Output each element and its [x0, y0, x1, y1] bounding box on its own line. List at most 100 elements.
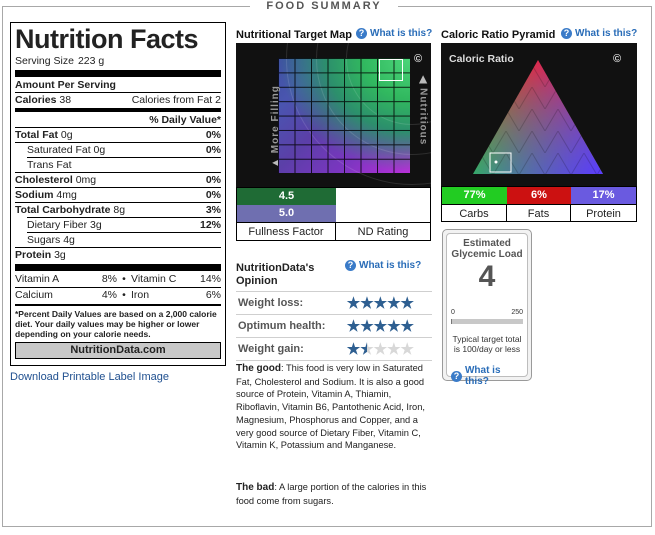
more-filling-label: ▲ More Filling — [270, 85, 281, 168]
nutritious-label: ◀ Nutritious — [417, 76, 428, 146]
nutrient-value: 0g — [60, 129, 73, 141]
nutrient-value: 3g — [90, 219, 102, 231]
divider-thick — [15, 264, 221, 271]
arrow-left-icon: ◀ — [417, 75, 429, 85]
copyright-icon: © — [414, 53, 423, 65]
glycemic-load-panel: Estimated Glycemic Load 4 0 250 Typical … — [442, 229, 532, 387]
scale-min: 0 — [451, 309, 455, 316]
calories-label: Calories — [15, 94, 57, 106]
nutrient-row-total-fat: Total Fat 0g 0% — [15, 128, 221, 142]
vitamin-label: Iron — [131, 289, 150, 301]
copyright-icon: © — [613, 53, 622, 65]
star-icon: ★ — [346, 317, 361, 335]
serving-size-label: Serving Size — [15, 55, 74, 67]
vitamin-dv: 4% — [101, 289, 117, 301]
divider-thick — [15, 70, 221, 77]
fullness-nd-table: 4.5 5.0 Fullness Factor ND Rating — [236, 187, 431, 241]
nutrient-value: 4mg — [56, 189, 77, 201]
nutrient-row-total-carbohydrate: Total Carbohydrate 8g 3% — [15, 203, 221, 217]
bad-text: The bad: A large portion of the calories… — [236, 481, 432, 507]
carbs-ratio-value: 77% — [442, 187, 507, 204]
amount-per-label: Amount Per Serving — [15, 79, 116, 91]
serving-size-value: 223 g — [77, 55, 105, 67]
star-rating: ★ ★ ★ ★ ★ — [347, 342, 414, 357]
brand-badge[interactable]: NutritionData.com — [15, 342, 221, 359]
nutritious-text: Nutritious — [417, 88, 429, 146]
amount-per-serving: Amount Per Serving — [15, 78, 221, 92]
nutrient-row-dietary-fiber: Dietary Fiber 3g 12% — [15, 218, 221, 232]
glycemic-help-link[interactable]: ? What is this? — [451, 365, 527, 387]
glycemic-load-card: Estimated Glycemic Load 4 0 250 Typical … — [446, 233, 528, 387]
nutrient-label: Total Fat — [15, 129, 58, 141]
star-icon: ★ — [360, 340, 374, 358]
section-title: FOOD SUMMARY — [266, 0, 382, 12]
help-icon: ? — [561, 28, 572, 39]
nutrient-label: Total Carbohydrate — [15, 204, 111, 216]
vitamin-row: Calcium 4% • Iron 6% — [15, 288, 221, 303]
label-title: Nutrition Facts — [15, 24, 199, 54]
dv-header-text: % Daily Value* — [149, 114, 221, 126]
nutrient-value: 3g — [54, 249, 66, 261]
help-icon: ? — [451, 370, 462, 382]
serving-size-row: Serving Size 223 g — [15, 54, 221, 68]
nutrient-row-trans-fat: Trans Fat — [15, 158, 221, 172]
star-icon: ★ — [400, 340, 414, 358]
pyramid-title: Caloric Ratio Pyramid — [441, 29, 556, 41]
opinion-row-optimum-health: Optimum health: ★ ★ ★ ★ ★ — [236, 314, 432, 337]
opinion-row-weight-gain: Weight gain: ★ ★ ★ ★ ★ — [236, 337, 432, 361]
nutrient-label: Sugars — [27, 234, 61, 246]
star-icon: ★ — [346, 294, 361, 312]
nd-rating-value: 5.0 — [237, 205, 336, 222]
target-map-help-link[interactable]: ? What is this? — [356, 28, 432, 39]
nutrient-row-sodium: Sodium 4mg 0% — [15, 188, 221, 202]
nutrient-dv: 0% — [205, 189, 221, 201]
nutritional-target-map: ▲ More Filling ◀ Nutritious © — [236, 43, 431, 187]
opinion-label: Weight loss: — [238, 297, 304, 309]
glycemic-load-value: 4 — [478, 260, 496, 293]
star-icon: ★ — [373, 317, 388, 335]
calories-fat-label: Calories from Fat — [131, 94, 213, 106]
nutrient-row-sugars: Sugars 4g — [15, 233, 221, 247]
vitamin-label: Calcium — [15, 289, 53, 301]
nutrient-dv: 0% — [205, 144, 221, 156]
calories-row: Calories 38 Calories from Fat 2 — [15, 93, 221, 107]
pyramid-help-link[interactable]: ? What is this? — [561, 28, 637, 39]
nutrient-value: 4g — [63, 234, 75, 246]
download-label-link[interactable]: Download Printable Label Image — [10, 371, 169, 383]
help-text: What is this? — [359, 260, 422, 271]
summary-frame — [2, 6, 652, 527]
good-label: The good — [236, 363, 281, 374]
star-icon: ★ — [387, 317, 401, 335]
more-filling-text: More Filling — [269, 85, 281, 154]
star-icon: ★ — [373, 294, 388, 312]
vitamin-row: Vitamin A 8% • Vitamin C 14% — [15, 272, 221, 287]
divider-thin — [15, 304, 221, 306]
good-body: : This food is very low in Saturated Fat… — [236, 363, 425, 451]
daily-value-header: % Daily Value* — [15, 113, 221, 127]
star-icon: ★ — [387, 294, 401, 312]
bad-body: : A large portion of the calories in thi… — [236, 482, 427, 506]
vitamin-dv: 6% — [205, 289, 221, 301]
bullet: • — [122, 289, 126, 301]
star-rating: ★ ★ ★ ★ ★ — [347, 319, 414, 334]
arrow-up-icon: ▲ — [269, 156, 281, 168]
bullet: • — [122, 273, 126, 285]
scale-max: 250 — [511, 309, 523, 316]
star-icon: ★ — [346, 340, 361, 358]
vitamin-label: Vitamin A — [15, 273, 60, 285]
help-text: What is this? — [575, 28, 638, 39]
help-text: What is this? — [464, 365, 501, 387]
star-rating: ★ ★ ★ ★ ★ — [347, 296, 414, 311]
glycemic-load-bar-fill — [451, 319, 453, 324]
nutrient-label: Saturated Fat — [27, 144, 91, 156]
nutrient-dv: 12% — [199, 219, 221, 231]
nutrient-dv: 3% — [205, 204, 221, 216]
fats-ratio-value: 6% — [507, 187, 571, 204]
glycemic-load-bar — [451, 319, 523, 324]
frame-rule-right — [398, 6, 651, 7]
pyramid-marker — [489, 152, 512, 173]
protein-ratio-value: 17% — [571, 187, 636, 204]
opinion-help-link[interactable]: ? What is this? — [345, 260, 421, 271]
opinion-row-weight-loss: Weight loss: ★ ★ ★ ★ ★ — [236, 291, 432, 314]
nutrient-label: Cholesterol — [15, 174, 73, 186]
